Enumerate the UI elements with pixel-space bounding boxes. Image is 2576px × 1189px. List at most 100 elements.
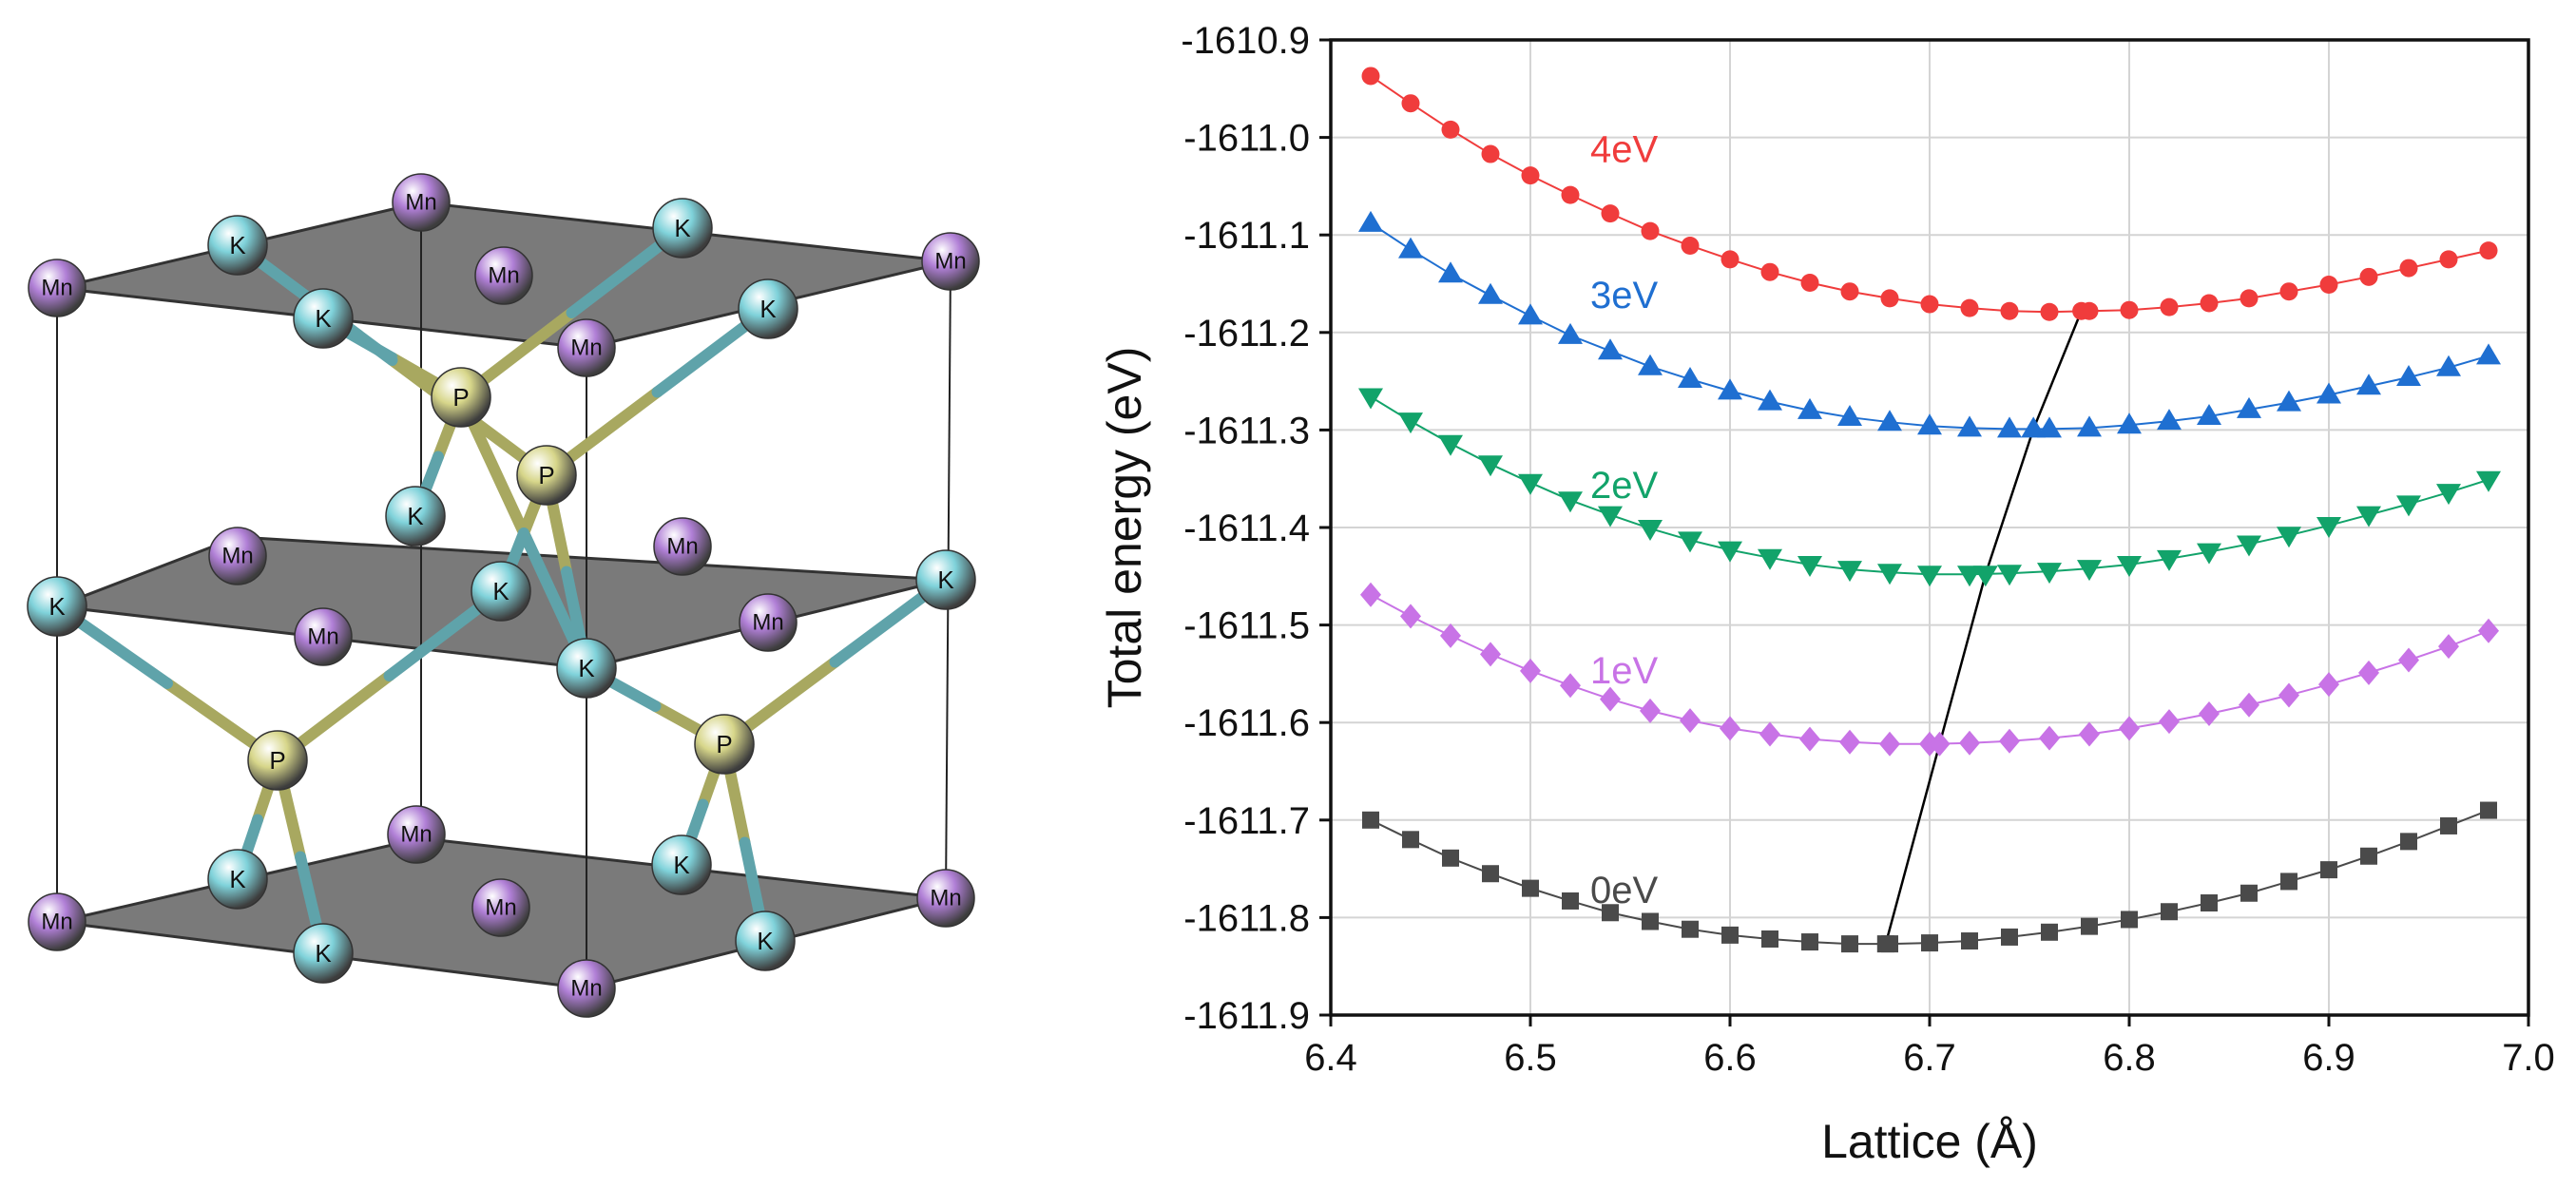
data-point (1718, 541, 1742, 563)
crystal-structure-diagram: Mn Mn Mn Mn Mn Mn Mn Mn Mn Mn Mn Mn Mn Mn K K K K K K K K K K K K… (27, 173, 980, 1018)
atom-label: K (315, 939, 332, 968)
data-point (1681, 236, 1700, 255)
data-point (2039, 725, 2060, 751)
data-point (1558, 491, 1583, 513)
data-point (1561, 185, 1580, 204)
atom-label: P (269, 746, 285, 775)
atom-label: Mn (41, 910, 72, 935)
atom-label: K (407, 502, 424, 530)
y-tick-label: -1611.7 (1183, 800, 1310, 842)
data-point (1799, 726, 1820, 752)
data-point (1797, 397, 1822, 419)
data-point (2359, 267, 2378, 286)
data-point (1837, 405, 1862, 427)
data-point (2400, 833, 2417, 851)
data-point (2037, 416, 2062, 438)
data-point (2121, 911, 2138, 929)
x-tick-label: 6.8 (2103, 1037, 2156, 1079)
atom-label: K (48, 592, 66, 621)
atom-label: K (757, 927, 774, 955)
data-point (2120, 300, 2139, 319)
data-point (1800, 273, 1819, 292)
atom-k9: K (556, 638, 617, 699)
series-minimum-marker (1929, 731, 1951, 757)
data-point (1442, 849, 1459, 867)
series-label-2eV: 2eV (1590, 465, 1658, 507)
atom-p3: P (247, 730, 308, 791)
data-point (2160, 297, 2179, 316)
y-tick-label: -1611.2 (1183, 313, 1310, 355)
data-point (2237, 396, 2261, 418)
atom-mn12: Mn (916, 869, 975, 928)
data-point (1961, 932, 1978, 950)
data-point (1840, 282, 1859, 301)
atom-k5: K (27, 576, 87, 637)
data-point (1398, 412, 1423, 434)
data-point (1558, 322, 1583, 344)
series-4eV (1361, 67, 2498, 321)
data-point (2159, 709, 2180, 735)
data-point (1478, 455, 1503, 477)
data-point (2476, 343, 2501, 365)
atom-label: K (492, 577, 509, 605)
data-point (2479, 241, 2498, 260)
data-point (1880, 289, 1899, 308)
data-point (1480, 642, 1501, 667)
atom-mn3: Mn (921, 232, 980, 291)
atom-mn9: Mn (739, 593, 798, 652)
atom-mn10: Mn (28, 892, 87, 951)
data-point (1957, 566, 1982, 587)
atom-label: P (452, 383, 469, 412)
data-point (1877, 564, 1902, 585)
atom-mn11: Mn (387, 805, 446, 864)
series-1eV (1360, 582, 2499, 757)
data-point (1997, 416, 2022, 438)
data-point (1518, 303, 1543, 325)
atom-mn4: Mn (474, 246, 533, 305)
data-point (1441, 120, 1460, 139)
data-point (1718, 378, 1742, 400)
data-point (2316, 516, 2341, 538)
data-point (1917, 413, 1942, 435)
atom-label: Mn (666, 534, 698, 560)
data-point (1680, 708, 1701, 734)
data-point (1598, 338, 1623, 360)
data-point (1640, 698, 1661, 723)
x-tick-label: 7.0 (2502, 1037, 2555, 1079)
data-point (2480, 801, 2497, 819)
series-0eV (1362, 801, 2497, 953)
data-point (1358, 210, 1383, 232)
atom-k6: K (385, 486, 446, 547)
atom-mn2: Mn (392, 173, 451, 232)
x-tick-label: 6.4 (1304, 1037, 1357, 1079)
data-point (1720, 716, 1740, 741)
data-point (2320, 861, 2337, 879)
atom-k3: K (293, 288, 354, 349)
data-point (2200, 294, 2219, 313)
data-point (1959, 730, 1980, 756)
data-point (2197, 543, 2221, 565)
data-point (1400, 604, 1421, 629)
atom-label: K (229, 865, 246, 893)
data-point (1601, 204, 1620, 223)
atom-label: Mn (405, 190, 436, 216)
data-point (2436, 355, 2461, 376)
atom-k12: K (293, 923, 354, 984)
data-point (1929, 731, 1951, 757)
atom-k13: K (735, 911, 796, 971)
series-label-1eV: 1eV (1590, 650, 1658, 692)
data-point (1761, 930, 1778, 948)
atom-label: K (229, 231, 246, 259)
y-tick-label: -1611.5 (1183, 605, 1310, 647)
x-tick-label: 6.9 (2302, 1037, 2355, 1079)
atom-k1: K (207, 215, 268, 276)
atom-k2: K (652, 198, 713, 259)
y-axis-title: Total energy (eV) (1098, 347, 1151, 709)
data-point (2436, 484, 2461, 506)
data-point (2041, 923, 2058, 941)
atom-mn5: Mn (557, 318, 616, 377)
data-point (1482, 865, 1499, 883)
data-point (2021, 416, 2047, 438)
data-point (1401, 94, 1420, 113)
data-point (2356, 506, 2381, 527)
